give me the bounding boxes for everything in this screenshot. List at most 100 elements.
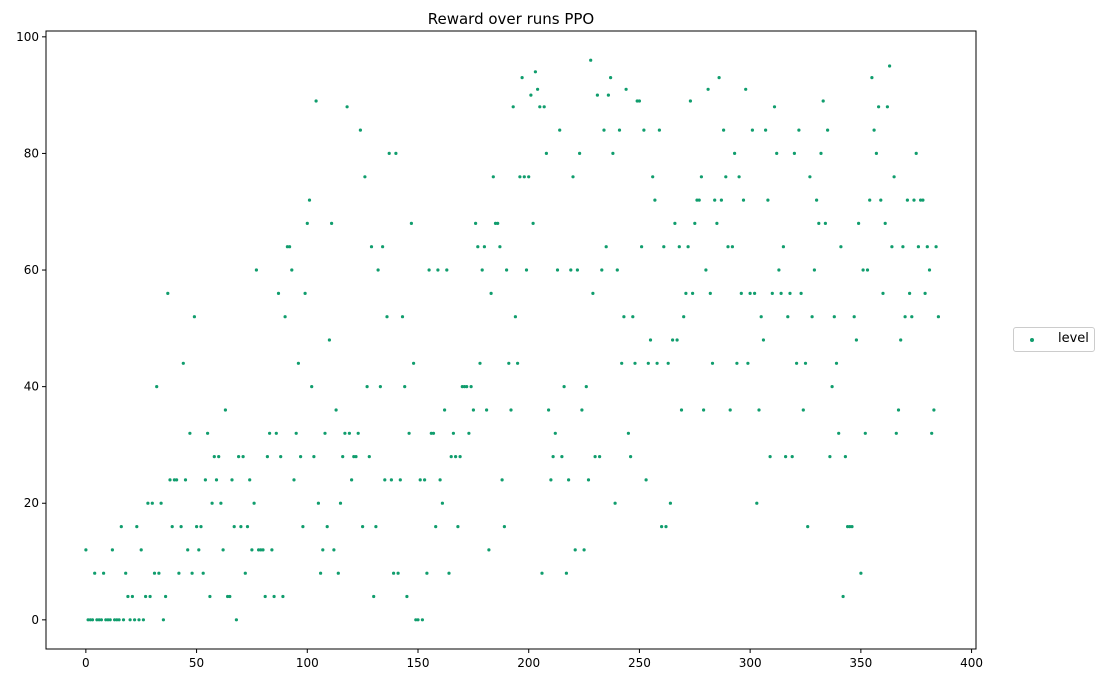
data-point — [283, 315, 287, 319]
data-point — [102, 571, 106, 575]
data-point — [493, 221, 498, 225]
data-point — [788, 291, 792, 295]
data-point — [172, 478, 176, 482]
data-point — [148, 594, 152, 599]
data-point — [130, 594, 134, 599]
data-point — [883, 221, 887, 225]
data-point — [347, 431, 351, 435]
data-point — [722, 128, 726, 132]
data-point — [865, 268, 870, 272]
data-point — [144, 594, 148, 599]
data-point — [786, 315, 790, 319]
data-point — [629, 455, 633, 459]
data-point — [896, 408, 901, 412]
data-point — [600, 268, 604, 272]
data-point — [365, 385, 369, 389]
data-point — [117, 618, 121, 622]
data-point — [832, 315, 836, 319]
legend: level — [1013, 327, 1095, 352]
data-point — [861, 268, 865, 272]
data-point — [423, 478, 427, 482]
data-point — [609, 76, 613, 80]
data-point — [465, 385, 469, 389]
data-point — [726, 245, 730, 249]
data-point — [414, 618, 418, 622]
data-point — [214, 478, 219, 482]
data-point — [150, 501, 154, 505]
data-point — [591, 291, 595, 295]
data-point — [321, 548, 325, 552]
data-point — [505, 268, 509, 272]
data-point — [547, 408, 551, 412]
data-point — [799, 291, 803, 295]
data-point — [766, 198, 770, 202]
data-point — [303, 291, 307, 295]
data-point — [307, 198, 312, 202]
data-point — [662, 245, 666, 249]
data-point — [201, 571, 205, 575]
data-point — [702, 408, 706, 412]
data-point — [821, 99, 825, 103]
data-point — [161, 618, 165, 622]
data-point — [285, 245, 289, 249]
data-point — [93, 571, 97, 575]
data-point — [582, 548, 586, 552]
y-tick-label: 100 — [16, 30, 39, 44]
data-point — [741, 198, 746, 202]
data-point — [531, 221, 535, 225]
data-point — [345, 105, 349, 109]
data-point — [633, 361, 637, 365]
data-point — [405, 594, 409, 599]
data-point — [879, 198, 883, 202]
data-point — [443, 408, 447, 412]
data-point — [693, 221, 697, 225]
data-point — [108, 618, 112, 622]
data-point — [615, 268, 619, 272]
data-point — [270, 548, 274, 552]
data-point — [166, 291, 170, 295]
data-point — [611, 151, 615, 155]
data-point — [640, 245, 644, 249]
data-point — [857, 221, 861, 225]
data-point — [332, 548, 336, 552]
data-point — [113, 618, 117, 622]
data-point — [668, 501, 673, 505]
data-point — [806, 525, 810, 529]
data-point — [139, 548, 143, 552]
x-tick-label: 200 — [517, 656, 540, 670]
data-point — [797, 128, 801, 132]
data-point — [436, 268, 440, 272]
data-point — [181, 361, 185, 365]
data-point — [316, 501, 320, 505]
data-point — [602, 128, 606, 132]
data-point — [642, 128, 646, 132]
data-point — [536, 87, 540, 91]
data-point — [644, 478, 648, 482]
data-point — [573, 548, 577, 552]
data-point — [613, 501, 617, 505]
data-point — [777, 268, 781, 272]
data-point — [208, 594, 212, 599]
data-point — [471, 408, 475, 412]
data-point — [152, 571, 157, 575]
data-point — [425, 571, 429, 575]
data-point — [792, 151, 797, 155]
data-point — [237, 455, 241, 459]
data-point — [905, 198, 910, 202]
data-point — [803, 361, 808, 365]
data-point — [544, 151, 549, 155]
data-point — [775, 151, 779, 155]
data-point — [819, 151, 823, 155]
data-point — [653, 198, 657, 202]
data-point — [451, 431, 455, 435]
data-point — [378, 385, 382, 389]
data-point — [580, 408, 584, 412]
data-point — [400, 315, 405, 319]
data-point — [431, 431, 436, 435]
data-point — [728, 408, 732, 412]
data-point — [341, 455, 345, 459]
data-point — [699, 175, 704, 179]
data-point — [394, 151, 398, 155]
data-point — [916, 245, 921, 249]
